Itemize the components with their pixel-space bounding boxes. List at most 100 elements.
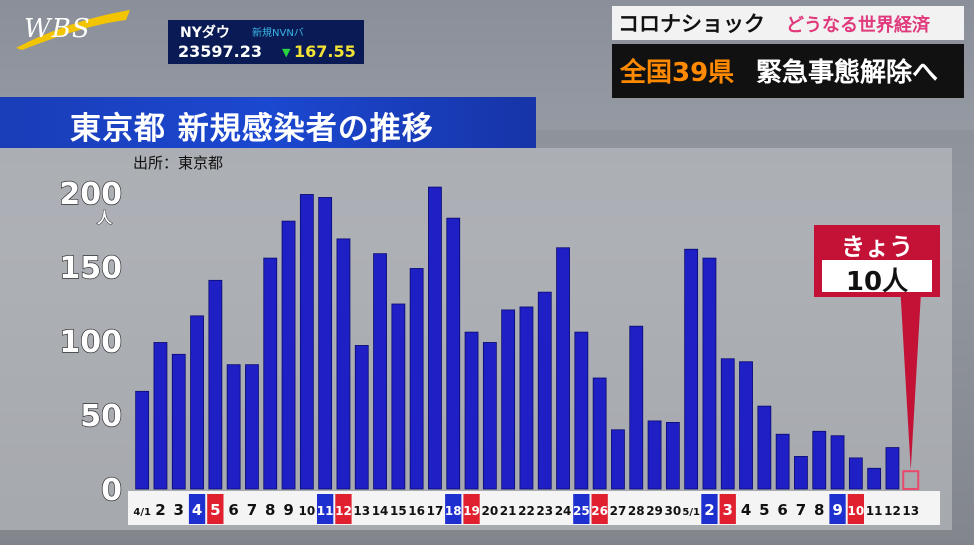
x-tick-label: 29 — [646, 504, 663, 518]
x-tick-label: 11 — [866, 504, 883, 518]
bar — [720, 358, 735, 490]
bar — [757, 405, 772, 490]
bar — [263, 257, 278, 490]
today-value: 10人 — [845, 267, 909, 297]
bar — [739, 361, 753, 490]
ticker-name: NYダウ — [180, 25, 230, 41]
y-tick-label: 0 — [101, 473, 122, 508]
bar-today — [902, 470, 920, 491]
x-tick-label: 10 — [847, 504, 864, 518]
bar — [702, 257, 717, 490]
bar — [409, 268, 424, 490]
bar — [885, 447, 900, 490]
y-tick-label: 50 — [80, 399, 122, 434]
x-tick-label: 28 — [628, 504, 645, 518]
bar — [299, 194, 314, 490]
bar — [537, 291, 552, 490]
logo-text: WBS — [24, 14, 91, 44]
x-tick-label: 6 — [228, 501, 238, 519]
chart-source: 出所：東京都 — [133, 154, 224, 172]
bar — [245, 364, 259, 490]
x-label-bg — [207, 494, 224, 524]
x-tick-label: 8 — [814, 501, 824, 519]
today-callout: きょう 10人 — [814, 225, 940, 297]
headline-highlight: 全国39県 — [620, 58, 735, 88]
chart-title: 東京都 新規感染者の推移 — [70, 111, 434, 147]
x-tick-label: 5 — [759, 501, 769, 519]
x-tick-label: 19 — [463, 504, 480, 518]
bar — [867, 467, 882, 490]
bar — [428, 186, 442, 490]
x-tick-label: 5/1 — [682, 507, 700, 518]
x-label-bg — [701, 494, 718, 524]
bar — [519, 306, 534, 490]
x-tick-label: 21 — [500, 504, 517, 518]
bar — [446, 217, 461, 490]
headline-main-bar: 全国39県 緊急事態解除へ — [612, 44, 964, 98]
bar — [629, 325, 644, 490]
x-tick-label: 10 — [298, 504, 315, 518]
x-tick-label: 7 — [796, 501, 806, 519]
x-tick-label: 2 — [155, 501, 165, 519]
x-tick-label: 24 — [555, 504, 572, 518]
bar — [373, 253, 387, 490]
x-tick-label: 20 — [481, 504, 498, 518]
logo-swoosh-icon — [16, 10, 130, 50]
x-label-bg — [445, 494, 462, 524]
today-value-box: 10人 — [822, 260, 932, 297]
wbs-logo: WBS — [14, 8, 132, 50]
x-tick-label: 16 — [408, 504, 425, 518]
bar — [611, 429, 625, 490]
x-tick-label: 27 — [610, 504, 627, 518]
x-tick-label: 26 — [591, 504, 608, 518]
x-tick-label: 17 — [427, 504, 444, 518]
bar — [190, 315, 204, 490]
x-tick-label: 12 — [884, 504, 901, 518]
headline-rest: 緊急事態解除へ — [756, 58, 939, 88]
bar — [574, 331, 589, 490]
bar — [794, 456, 808, 490]
x-tick-label: 5 — [210, 501, 220, 519]
y-tick-label: 100 — [59, 325, 122, 360]
bar — [171, 353, 186, 490]
today-label: きょう — [841, 233, 913, 261]
stock-ticker: NYダウ 新規NVNバ 23597.23 ▼ 167.55 — [168, 20, 364, 64]
down-arrow-icon: ▼ — [282, 46, 291, 59]
bar — [482, 342, 497, 490]
x-tick-label: 14 — [372, 504, 389, 518]
bar — [647, 420, 662, 490]
bar — [391, 303, 406, 490]
y-tick-label: 200 — [59, 177, 122, 212]
ticker-change: 167.55 — [294, 42, 356, 61]
bar — [501, 309, 516, 490]
x-tick-label: 4 — [741, 501, 751, 519]
x-tick-label: 22 — [518, 504, 535, 518]
x-tick-label: 25 — [573, 504, 590, 518]
x-tick-label: 3 — [723, 501, 733, 519]
bar — [684, 248, 699, 490]
x-label-strip — [128, 491, 940, 525]
x-label-bg — [335, 494, 352, 524]
bar — [592, 377, 607, 490]
x-tick-label: 4/1 — [133, 507, 151, 518]
chart-title-bar: 東京都 新規感染者の推移 — [0, 97, 536, 148]
bar — [848, 457, 863, 490]
bar — [281, 220, 296, 490]
x-label-bg — [463, 494, 480, 524]
ticker-value: 23597.23 — [178, 42, 263, 61]
x-tick-label: 7 — [247, 501, 257, 519]
bar — [318, 197, 333, 490]
x-label-bg — [847, 494, 864, 524]
bar — [153, 342, 168, 490]
x-tick-label: 15 — [390, 504, 407, 518]
x-tick-label: 6 — [777, 501, 787, 519]
bar — [135, 390, 150, 490]
bar — [812, 430, 827, 490]
x-tick-label: 30 — [664, 504, 681, 518]
headline-topic-bar: コロナショック どうなる世界経済 — [612, 6, 964, 40]
x-label-bg — [573, 494, 590, 524]
bar — [830, 435, 845, 490]
bar — [226, 364, 241, 490]
today-pointer — [900, 297, 921, 471]
